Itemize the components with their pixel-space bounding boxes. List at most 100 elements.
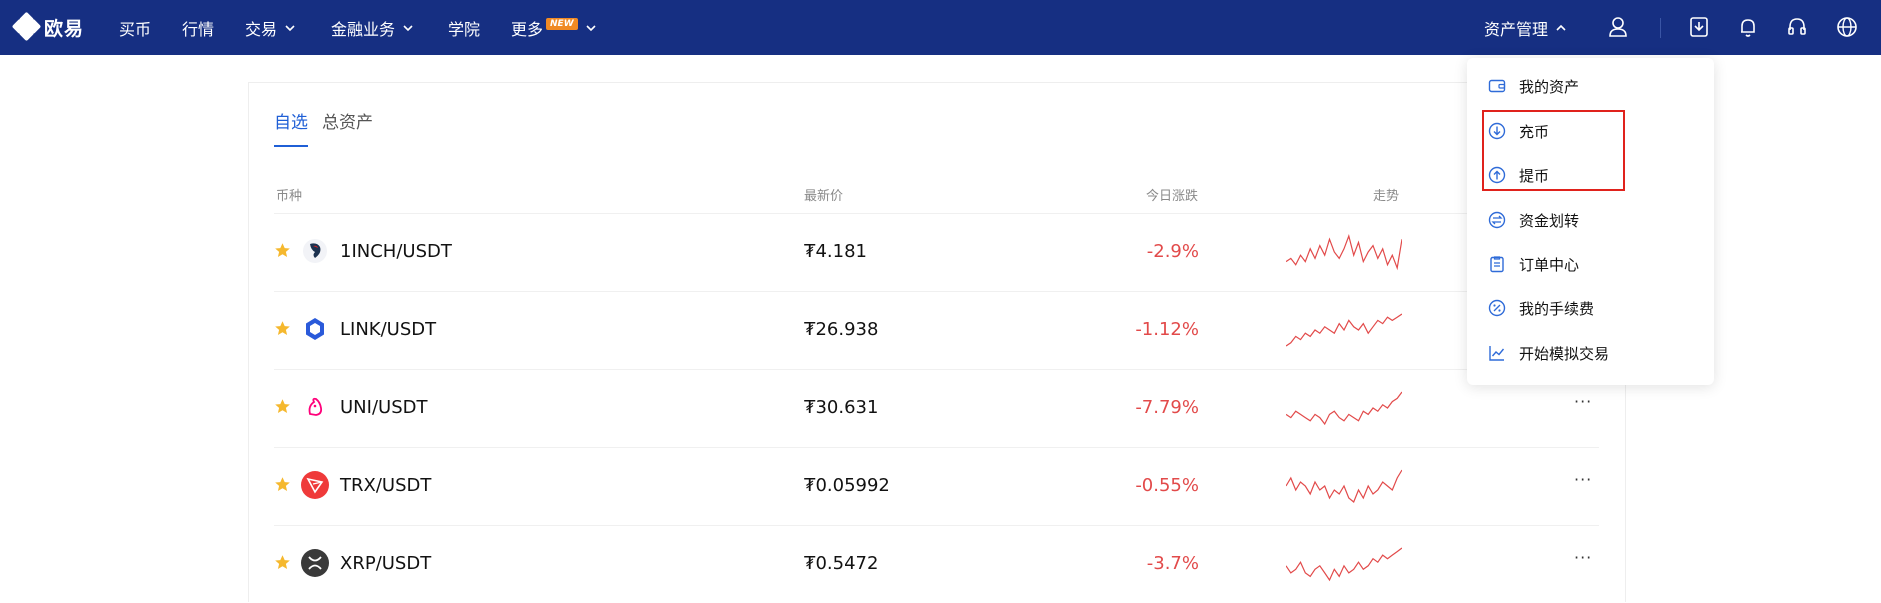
nav-finance[interactable]: 金融业务 — [331, 0, 415, 55]
brand-logo[interactable]: 欧易 — [11, 11, 85, 42]
brand-name: 欧易 — [44, 17, 85, 40]
change-percent: -0.55% — [1135, 475, 1199, 496]
asset-management-dropdown: 我的资产 充币 提币 资金划转 订单中心 我的手续费 开始模拟交易 — [1467, 58, 1714, 385]
star-icon[interactable] — [274, 242, 291, 259]
logo-icon — [11, 11, 42, 42]
deposit-icon — [1487, 121, 1507, 141]
withdraw-icon — [1487, 165, 1507, 185]
pair-name: UNI/USDT — [340, 397, 428, 418]
menu-item-orders[interactable]: 订单中心 — [1487, 246, 1697, 282]
headset-icon[interactable] — [1783, 13, 1811, 41]
more-actions-button[interactable]: ··· — [1574, 392, 1593, 411]
nav-market[interactable]: 行情 — [182, 0, 214, 55]
last-price: ₮30.631 — [804, 397, 879, 418]
menu-item-withdraw[interactable]: 提币 — [1487, 157, 1697, 193]
more-actions-button[interactable]: ··· — [1574, 470, 1593, 489]
pair-name: XRP/USDT — [340, 553, 432, 574]
last-price: ₮0.5472 — [804, 553, 879, 574]
nav-divider — [1660, 18, 1661, 38]
star-icon[interactable] — [274, 398, 291, 415]
menu-item-my-fees[interactable]: 我的手续费 — [1487, 290, 1697, 326]
watchlist-card — [248, 82, 1626, 602]
chart-icon — [1487, 343, 1507, 363]
menu-item-label: 充币 — [1519, 122, 1550, 141]
user-icon[interactable] — [1604, 13, 1632, 41]
table-row[interactable]: XRP/USDT ₮0.5472 -3.7% ··· — [274, 525, 1599, 603]
1inch-icon — [301, 237, 329, 265]
top-navbar: 欧易 买币 行情 交易 金融业务 学院 更多 NEW 资产管理 — [0, 0, 1881, 55]
table-row[interactable]: UNI/USDT ₮30.631 -7.79% ··· — [274, 369, 1599, 447]
menu-item-demo-trading[interactable]: 开始模拟交易 — [1487, 335, 1697, 371]
asset-tabs: 自选 总资产 — [274, 108, 387, 147]
sparkline-path — [1286, 469, 1402, 503]
bell-icon[interactable] — [1734, 13, 1762, 41]
menu-item-label: 我的资产 — [1519, 77, 1580, 96]
trend-sparkline — [1286, 234, 1402, 271]
fee-icon — [1487, 298, 1507, 318]
header-coin: 币种 — [276, 189, 303, 204]
star-icon[interactable] — [274, 320, 291, 337]
menu-item-label: 提币 — [1519, 166, 1550, 185]
nav-more-label: 更多 — [511, 19, 544, 39]
trend-sparkline — [1286, 469, 1402, 503]
menu-item-label: 我的手续费 — [1519, 299, 1595, 318]
tab-total-assets[interactable]: 总资产 — [322, 113, 373, 133]
menu-item-label: 订单中心 — [1519, 255, 1580, 274]
chevron-down-icon — [403, 24, 413, 31]
menu-item-label: 资金划转 — [1519, 211, 1580, 230]
last-price: ₮26.938 — [804, 319, 879, 340]
nav-assets-label: 资产管理 — [1484, 19, 1549, 39]
chevron-down-icon — [285, 24, 295, 31]
nav-trade[interactable]: 交易 — [245, 0, 297, 55]
menu-item-label: 开始模拟交易 — [1519, 344, 1610, 363]
nav-academy[interactable]: 学院 — [448, 0, 480, 55]
last-price: ₮0.05992 — [804, 475, 890, 496]
wallet-icon — [1487, 76, 1507, 96]
nav-more[interactable]: 更多 NEW — [511, 0, 598, 55]
trend-sparkline — [1286, 391, 1402, 426]
nav-market-label: 行情 — [182, 19, 215, 39]
star-icon[interactable] — [274, 554, 291, 571]
header-price: 最新价 — [804, 189, 844, 204]
more-actions-button[interactable]: ··· — [1574, 548, 1593, 567]
trend-sparkline — [1286, 313, 1402, 347]
chevron-up-icon — [1556, 24, 1566, 31]
download-app-icon[interactable] — [1685, 13, 1713, 41]
nav-trade-label: 交易 — [245, 19, 278, 39]
order-icon — [1487, 254, 1507, 274]
sparkline-path — [1286, 391, 1402, 426]
last-price: ₮4.181 — [804, 241, 867, 262]
table-row[interactable]: 1INCH/USDT ₮4.181 -2.9% — [274, 213, 1599, 291]
table-row[interactable]: TRX/USDT ₮0.05992 -0.55% ··· — [274, 447, 1599, 525]
nav-buy[interactable]: 买币 — [119, 0, 151, 55]
globe-icon[interactable] — [1833, 13, 1861, 41]
menu-item-transfer[interactable]: 资金划转 — [1487, 202, 1697, 238]
change-percent: -7.79% — [1135, 397, 1199, 418]
change-percent: -1.12% — [1135, 319, 1199, 340]
sparkline-path — [1286, 313, 1402, 347]
sparkline-path — [1286, 547, 1402, 582]
menu-item-deposit[interactable]: 充币 — [1487, 113, 1697, 149]
change-percent: -3.7% — [1146, 553, 1199, 574]
uni-icon — [301, 393, 329, 421]
trx-icon — [301, 471, 329, 499]
trend-sparkline — [1286, 547, 1402, 582]
nav-academy-label: 学院 — [448, 19, 481, 39]
sparkline-path — [1286, 234, 1402, 271]
star-icon[interactable] — [274, 476, 291, 493]
pair-name: TRX/USDT — [340, 475, 432, 496]
nav-asset-management[interactable]: 资产管理 — [1484, 0, 1568, 55]
chevron-down-icon — [586, 24, 596, 31]
nav-finance-label: 金融业务 — [331, 19, 396, 39]
change-percent: -2.9% — [1146, 241, 1199, 262]
link-icon — [301, 315, 329, 343]
pair-name: LINK/USDT — [340, 319, 437, 340]
new-badge: NEW — [546, 17, 578, 30]
header-trend: 走势 — [1373, 189, 1400, 204]
tab-watchlist[interactable]: 自选 — [274, 108, 308, 147]
nav-buy-label: 买币 — [119, 19, 152, 39]
xrp-icon — [301, 549, 329, 577]
menu-item-my-assets[interactable]: 我的资产 — [1487, 68, 1697, 104]
header-change: 今日涨跌 — [1146, 189, 1199, 204]
table-row[interactable]: LINK/USDT ₮26.938 -1.12% — [274, 291, 1599, 369]
